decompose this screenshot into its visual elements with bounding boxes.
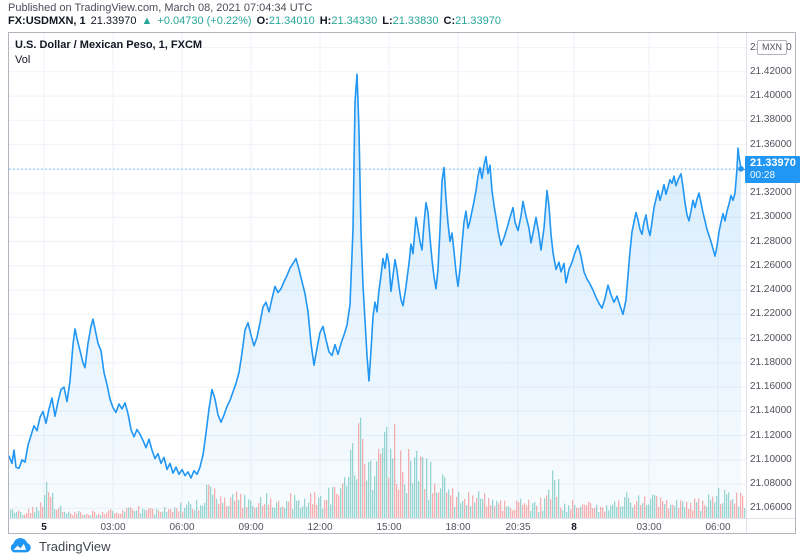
price-tick-label: 21.26000 xyxy=(750,260,792,271)
price-tick-label: 21.06000 xyxy=(750,502,792,513)
time-tick-label: 06:00 xyxy=(705,522,731,533)
price-tick-label: 21.16000 xyxy=(750,381,792,392)
legend-volume-indicator: Vol xyxy=(15,54,31,66)
high-label: H: xyxy=(319,15,332,27)
legend-symbol-title: U.S. Dollar / Mexican Peso, 1, FXCM xyxy=(15,39,203,51)
close-value: 21.33970 xyxy=(455,15,501,27)
time-tick-label: 06:00 xyxy=(169,522,195,533)
chart-plot-area[interactable] xyxy=(9,33,746,518)
time-tick-label: 12:00 xyxy=(307,522,333,533)
last-price-label: 21.33970 00:28 xyxy=(745,156,800,183)
tradingview-brand-link[interactable]: TradingView xyxy=(39,538,111,554)
price-tick-label: 21.30000 xyxy=(750,211,792,222)
price-tick-label: 21.08000 xyxy=(750,478,792,489)
time-tick-label: 09:00 xyxy=(238,522,264,533)
last-price-label-value: 21.33970 xyxy=(750,157,796,169)
low-value: 21.33830 xyxy=(392,15,439,27)
change-arrow-icon: ▲ xyxy=(141,15,153,27)
bar-countdown: 00:28 xyxy=(750,170,776,181)
time-tick-label: 18:00 xyxy=(445,522,471,533)
price-tick-label: 21.28000 xyxy=(750,236,792,247)
symbol-info-line: FX:USDMXN, 1 21.33970 ▲ +0.04730 (+0.22%) O:… xyxy=(8,15,501,27)
price-tick-label: 21.10000 xyxy=(750,454,792,465)
time-tick-label: 15:00 xyxy=(376,522,402,533)
time-tick-label: 20:35 xyxy=(505,522,531,533)
currency-toggle-button[interactable]: MXN xyxy=(757,40,787,55)
low-label: L: xyxy=(382,15,393,27)
open-value: 21.34010 xyxy=(268,15,315,27)
time-axis-separator xyxy=(9,518,795,519)
tradingview-logo-icon[interactable] xyxy=(8,538,32,554)
price-axis-separator xyxy=(746,33,747,533)
change-text: +0.04730 (+0.22%) xyxy=(157,15,252,27)
price-tick-label: 21.14000 xyxy=(750,405,792,416)
time-tick-label: 03:00 xyxy=(100,522,126,533)
price-tick-label: 21.40000 xyxy=(750,90,792,101)
price-tick-label: 21.22000 xyxy=(750,308,792,319)
price-tick-label: 21.24000 xyxy=(750,284,792,295)
chart-frame: U.S. Dollar / Mexican Peso, 1, FXCM Vol … xyxy=(8,32,800,534)
open-label: O: xyxy=(256,15,269,27)
price-tick-label: 21.32000 xyxy=(750,187,792,198)
last-price: 21.33970 xyxy=(90,15,137,27)
symbol-name: FX:USDMXN, 1 xyxy=(8,15,86,27)
last-price-tick xyxy=(740,169,746,170)
published-info: Published on TradingView.com, March 08, … xyxy=(8,2,313,14)
price-tick-label: 21.36000 xyxy=(750,139,792,150)
time-tick-label: 03:00 xyxy=(636,522,662,533)
price-tick-label: 21.12000 xyxy=(750,430,792,441)
close-label: C: xyxy=(443,15,456,27)
footer: TradingView xyxy=(8,538,111,554)
price-tick-label: 21.20000 xyxy=(750,333,792,344)
price-tick-label: 21.42000 xyxy=(750,66,792,77)
chart-legend: U.S. Dollar / Mexican Peso, 1, FXCM Vol xyxy=(15,38,202,68)
price-tick-label: 21.38000 xyxy=(750,114,792,125)
high-value: 21.34330 xyxy=(331,15,378,27)
time-tick-label: 8 xyxy=(571,522,577,533)
time-tick-label: 5 xyxy=(41,522,47,533)
price-tick-label: 21.18000 xyxy=(750,357,792,368)
